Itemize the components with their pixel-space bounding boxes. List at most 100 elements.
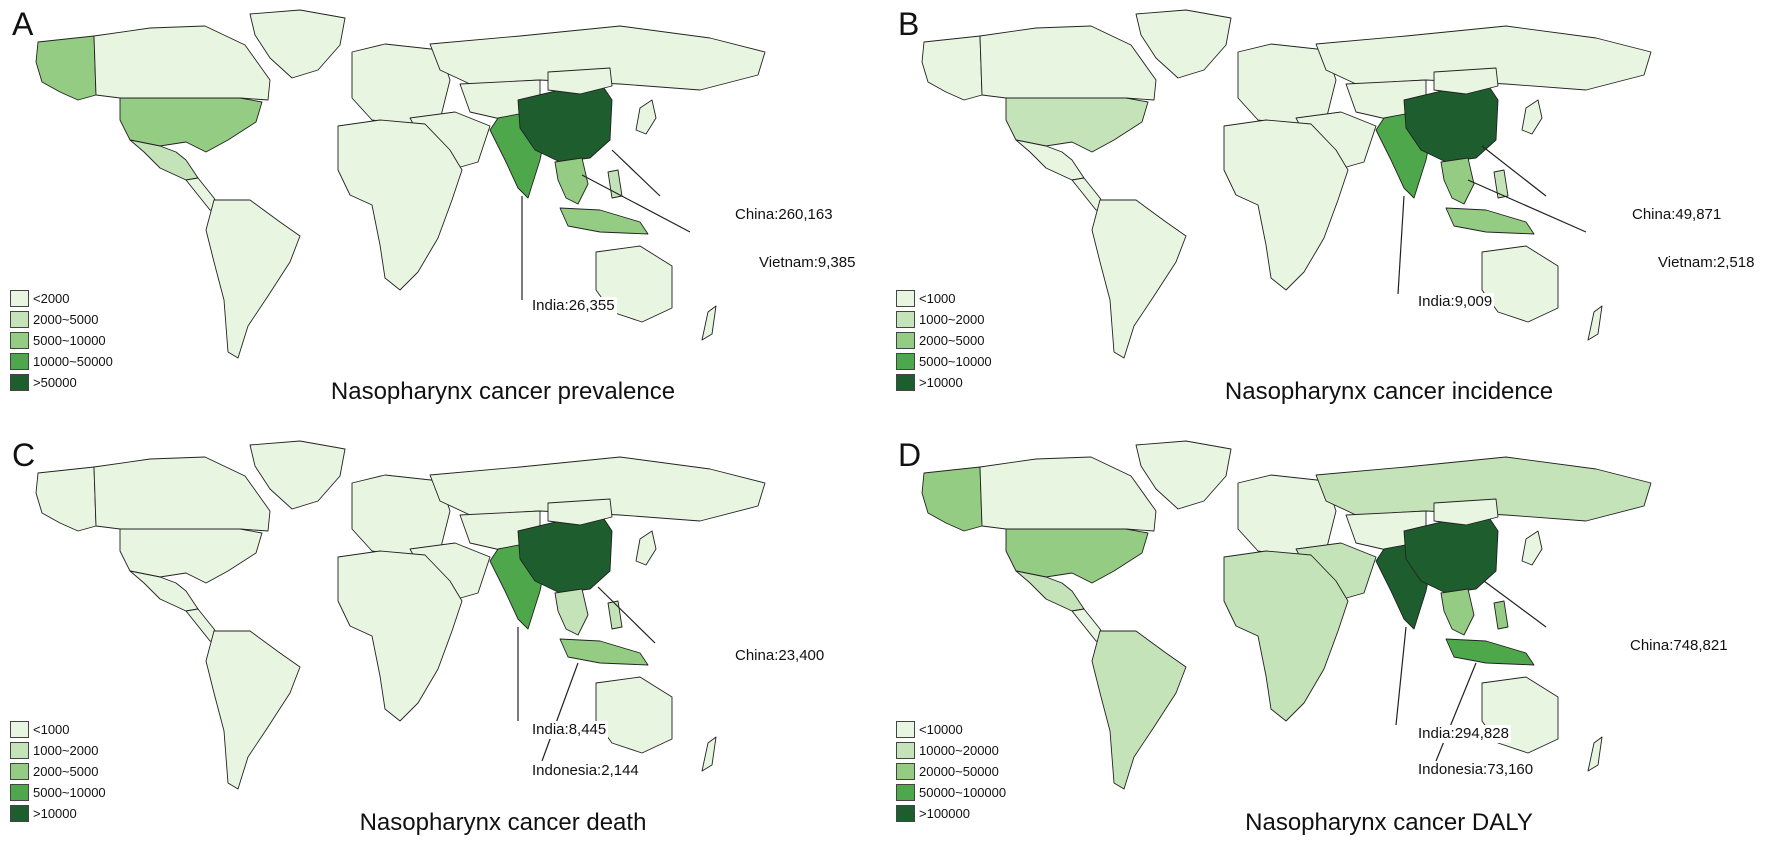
annotation-india: India:26,355 (530, 297, 617, 315)
annotation-china: China:23,400 (733, 647, 827, 665)
annotation-leader-line (611, 149, 661, 197)
legend-swatch (10, 374, 29, 391)
region-alaska (921, 35, 983, 101)
region-south-america (1091, 630, 1187, 790)
region-russia (1315, 456, 1652, 522)
region-russia (429, 25, 766, 91)
panel-title: Nasopharynx cancer prevalence (330, 378, 676, 405)
legend-item: 5000~10000 (10, 330, 113, 351)
region-south-america (205, 199, 301, 359)
legend-item: <1000 (10, 719, 106, 740)
legend-swatch (10, 311, 29, 328)
annotation-leader-line (581, 174, 691, 233)
legend-label: <10000 (919, 722, 963, 737)
annotation-leader-line (1435, 662, 1477, 762)
legend-label: 10000~50000 (33, 354, 113, 369)
legend-label: 20000~50000 (919, 764, 999, 779)
legend-label: 2000~5000 (33, 312, 99, 327)
legend-swatch (10, 763, 29, 780)
region-greenland (249, 440, 346, 510)
legend-swatch (896, 311, 915, 328)
panel-letter: A (12, 6, 34, 42)
panel-prevalence: A <2000 2000~5000 5000~10000 10000~50000… (0, 0, 886, 430)
annotation-china: China:260,163 (733, 206, 835, 224)
legend-item: >10000 (896, 372, 992, 393)
legend-label: 50000~100000 (919, 785, 1007, 800)
legend-item: 2000~5000 (10, 309, 113, 330)
legend-swatch (10, 332, 29, 349)
region-indonesia (1445, 638, 1535, 666)
legend-item: 5000~10000 (896, 351, 992, 372)
legend-label: >10000 (33, 806, 77, 821)
legend-item: 2000~5000 (896, 330, 992, 351)
region-mongolia (547, 498, 613, 526)
annotation-india: India:8,445 (530, 721, 609, 739)
legend-label: 2000~5000 (919, 333, 985, 348)
region-mexico (1015, 570, 1085, 612)
legend-swatch (896, 332, 915, 349)
legend-item: <10000 (896, 719, 1006, 740)
annotation-leader-line (541, 662, 579, 762)
panel-letter: C (12, 437, 36, 473)
region-mongolia (547, 67, 613, 95)
legend-swatch (10, 290, 29, 307)
region-greenland (1135, 440, 1232, 510)
legend-item: 20000~50000 (896, 761, 1006, 782)
region-japan (635, 530, 657, 566)
legend-item: 10000~50000 (10, 351, 113, 372)
region-indonesia (559, 207, 649, 235)
region-russia (1315, 25, 1652, 91)
legend-label: <1000 (33, 722, 70, 737)
legend-item: 2000~5000 (10, 761, 106, 782)
region-usa (1005, 97, 1149, 153)
legend-swatch (10, 721, 29, 738)
region-north-america-n (979, 25, 1157, 101)
panel-incidence: B <1000 1000~2000 2000~5000 5000~10000 >… (886, 0, 1772, 430)
region-north-america-n (979, 456, 1157, 532)
legend-swatch (896, 290, 915, 307)
panel-letter: B (898, 6, 920, 42)
region-north-america-n (93, 25, 271, 101)
region-greenland (1135, 9, 1232, 79)
legend-swatch (896, 353, 915, 370)
region-japan (1521, 530, 1543, 566)
legend-label: >100000 (919, 806, 970, 821)
region-philippines (607, 600, 623, 630)
legend-item: 5000~10000 (10, 782, 106, 803)
region-mexico (1015, 139, 1085, 181)
legend-item: >100000 (896, 803, 1006, 824)
region-australia (595, 676, 673, 754)
legend-item: 1000~2000 (10, 740, 106, 761)
region-se-asia-mainland (554, 157, 589, 205)
region-se-asia-mainland (554, 588, 589, 636)
legend-swatch (896, 721, 915, 738)
legend: <2000 2000~5000 5000~10000 10000~50000 >… (10, 288, 113, 393)
region-mongolia (1433, 67, 1499, 95)
region-mongolia (1433, 498, 1499, 526)
region-mexico (129, 570, 199, 612)
annotation-china: China:748,821 (1628, 637, 1730, 655)
region-philippines (607, 169, 623, 199)
region-new-zealand (701, 305, 717, 341)
legend-swatch (896, 742, 915, 759)
world-map (921, 440, 1652, 790)
region-japan (635, 99, 657, 135)
legend-label: >10000 (919, 375, 963, 390)
legend-label: 5000~10000 (919, 354, 992, 369)
panel-title: Nasopharynx cancer DALY (1245, 809, 1533, 836)
annotation-vietnam: Vietnam:2,518 (1656, 254, 1757, 272)
region-new-zealand (1587, 305, 1603, 341)
annotation-leader-line (1397, 195, 1405, 295)
annotation-leader-line (1467, 179, 1587, 233)
legend-swatch (10, 353, 29, 370)
legend-swatch (896, 374, 915, 391)
region-japan (1521, 99, 1543, 135)
legend-item: >10000 (10, 803, 106, 824)
legend: <1000 1000~2000 2000~5000 5000~10000 >10… (10, 719, 106, 824)
region-south-america (1091, 199, 1187, 359)
annotation-vietnam: Vietnam:9,385 (757, 254, 858, 272)
annotation-india: India:9,009 (1416, 293, 1495, 311)
region-usa (1005, 528, 1149, 584)
region-new-zealand (701, 736, 717, 772)
